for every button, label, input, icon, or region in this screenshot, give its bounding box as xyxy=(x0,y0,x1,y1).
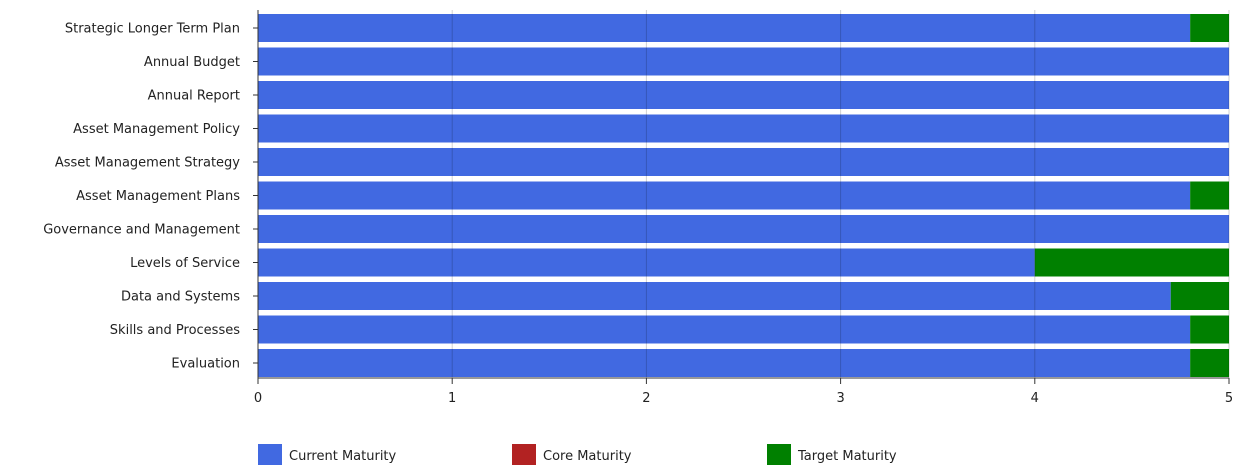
legend-swatch-target-maturity[interactable] xyxy=(767,444,791,465)
category-label: Levels of Service xyxy=(130,256,240,271)
category-label: Governance and Management xyxy=(43,223,240,238)
legend-swatch-core-maturity[interactable] xyxy=(512,444,536,465)
x-tick-label: 5 xyxy=(1225,391,1233,406)
bar-current-maturity-6[interactable] xyxy=(258,215,1229,243)
bar-current-maturity-4[interactable] xyxy=(258,148,1229,176)
bar-current-maturity-9[interactable] xyxy=(258,315,1191,344)
category-label: Strategic Longer Term Plan xyxy=(65,22,240,37)
bar-target-maturity-5[interactable] xyxy=(1190,181,1229,210)
x-tick-label: 3 xyxy=(836,391,844,406)
category-labels: Strategic Longer Term Plan Annual Budget A… xyxy=(43,22,240,372)
legend[interactable]: Current Maturity Core Maturity Target Matu… xyxy=(258,444,897,465)
x-tick-label: 2 xyxy=(642,391,650,406)
bar-target-maturity-0[interactable] xyxy=(1190,14,1229,42)
category-label: Asset Management Strategy xyxy=(55,156,240,171)
bar-current-maturity-0[interactable] xyxy=(258,14,1191,42)
bar-current-maturity-3[interactable] xyxy=(258,114,1229,143)
category-label: Skills and Processes xyxy=(110,323,240,338)
legend-label-core-maturity[interactable]: Core Maturity xyxy=(543,449,632,464)
legend-swatch-current-maturity[interactable] xyxy=(258,444,282,465)
x-tick-labels: 0 1 2 3 4 5 xyxy=(254,391,1233,406)
bar-current-maturity-10[interactable] xyxy=(258,349,1191,377)
x-tick-label: 0 xyxy=(254,391,262,406)
bar-current-maturity-1[interactable] xyxy=(258,47,1229,76)
bar-current-maturity-7[interactable] xyxy=(258,248,1035,277)
bar-target-maturity-10[interactable] xyxy=(1190,349,1229,377)
legend-label-current-maturity[interactable]: Current Maturity xyxy=(289,449,397,464)
bar-target-maturity-9[interactable] xyxy=(1190,315,1229,344)
category-label: Asset Management Policy xyxy=(73,122,240,137)
bar-current-maturity-2[interactable] xyxy=(258,81,1229,109)
axes xyxy=(253,10,1230,384)
bar-current-maturity-8[interactable] xyxy=(258,282,1171,310)
bar-current-maturity-5[interactable] xyxy=(258,181,1191,210)
x-tick-label: 4 xyxy=(1031,391,1039,406)
x-tick-label: 1 xyxy=(448,391,456,406)
category-label: Annual Report xyxy=(148,89,240,104)
bar-target-maturity-7[interactable] xyxy=(1034,248,1229,277)
legend-label-target-maturity[interactable]: Target Maturity xyxy=(797,449,897,464)
bar-target-maturity-8[interactable] xyxy=(1170,282,1229,310)
bars xyxy=(258,10,1230,378)
category-label: Evaluation xyxy=(171,357,240,372)
category-label: Data and Systems xyxy=(121,290,240,305)
category-label: Annual Budget xyxy=(144,55,240,70)
category-label: Asset Management Plans xyxy=(76,189,240,204)
